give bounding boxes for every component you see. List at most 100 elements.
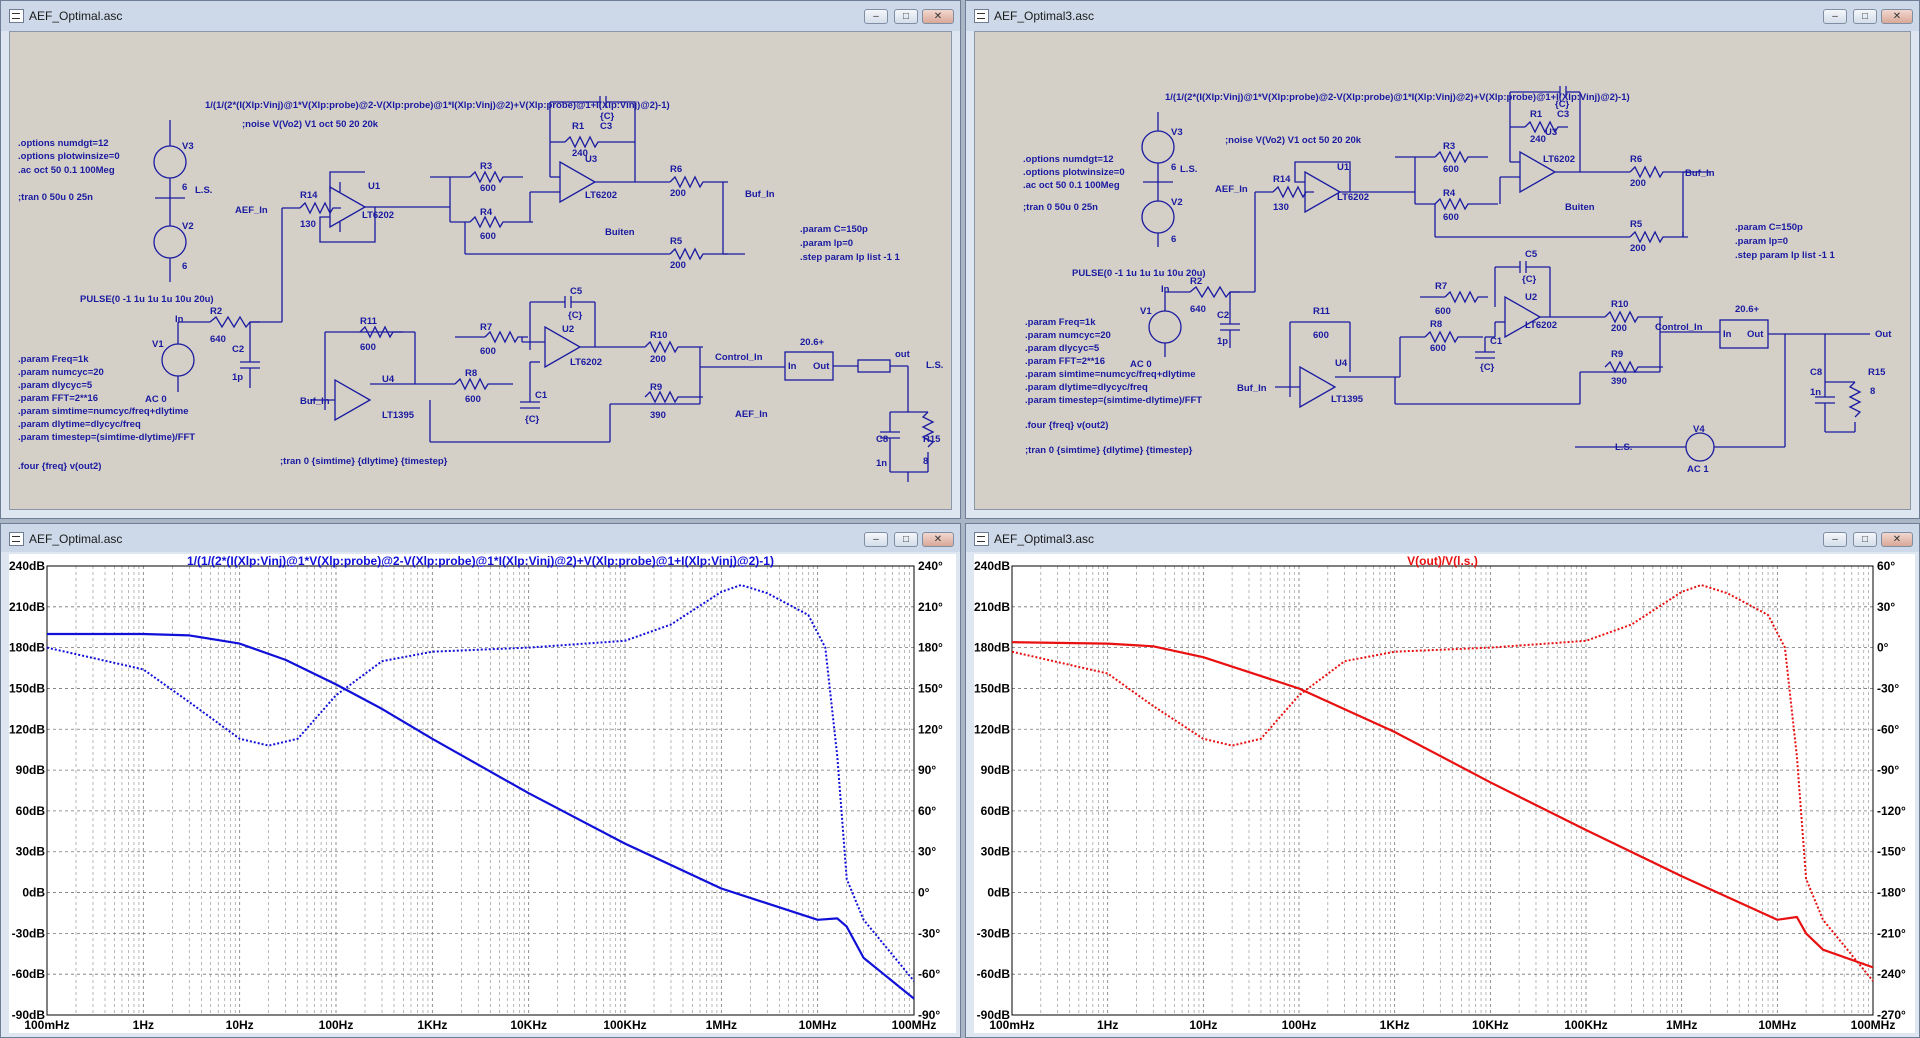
schematic-canvas[interactable]: 1/(1/(2*(I(Xlp:Vinj)@1*V(Xlp:probe)@2-V(… <box>974 31 1911 510</box>
x-tick-label: 10KHz <box>1472 1018 1509 1032</box>
schematic-drawing: 1/(1/(2*(I(Xlp:Vinj)@1*V(Xlp:probe)@2-V(… <box>1023 86 1892 475</box>
r8-value: 600 <box>465 394 481 405</box>
schematic-drawing: 1/(1/(2*(I(Xlp:Vinj)@1*V(Xlp:probe)@2-V(… <box>18 96 943 482</box>
param-line: .param numcyc=20 <box>18 367 104 378</box>
u4-part: LT1395 <box>382 410 415 421</box>
probe-expression: 1/(1/(2*(I(Xlp:Vinj)@1*V(Xlp:probe)@2-V(… <box>205 100 670 111</box>
r9-label: R9 <box>650 382 662 393</box>
ac-label: AC 0 <box>145 394 167 405</box>
x-tick-label: 100mHz <box>24 1018 69 1032</box>
close-button[interactable]: ✕ <box>1881 532 1913 547</box>
param-line: .step param lp list -1 1 <box>1735 250 1835 261</box>
c2-label: C2 <box>232 344 244 355</box>
x-tick-label: 100MHz <box>892 1018 937 1032</box>
magnitude-trace <box>47 632 915 1000</box>
maximize-button[interactable]: □ <box>1853 9 1877 24</box>
pulse-source: PULSE(0 -1 1u 1u 1u 10u 20u) <box>80 294 214 305</box>
r10-label: R10 <box>650 330 667 341</box>
u4-label: U4 <box>382 374 395 385</box>
net-aef-in: AEF_In <box>235 205 268 216</box>
y2-tick-label: -90° <box>1877 763 1899 777</box>
r14-label: R14 <box>1273 174 1291 185</box>
minimize-button[interactable]: – <box>864 9 888 24</box>
title-bar[interactable]: AEF_Optimal3.asc – □ ✕ <box>966 1 1919 31</box>
net-ls: L.S. <box>195 185 212 196</box>
y-tick-label: 150dB <box>974 681 1010 695</box>
option-line: .options numdgt=12 <box>1023 154 1114 165</box>
y2-tick-label: -210° <box>1877 926 1906 940</box>
y2-tick-label: 90° <box>918 763 936 777</box>
buiten-label: Buiten <box>605 227 635 238</box>
maximize-button[interactable]: □ <box>894 532 918 547</box>
title-bar[interactable]: AEF_Optimal.asc – □ ✕ <box>1 524 960 552</box>
x-tick-label: 1MHz <box>706 1018 737 1032</box>
y-tick-label: 0dB <box>22 886 45 900</box>
close-button[interactable]: ✕ <box>922 9 954 24</box>
x-tick-label: 100KHz <box>1564 1018 1607 1032</box>
ac-label: AC 0 <box>1130 359 1152 370</box>
bode-plot-1[interactable]: 100mHz 1Hz 10Hz 100Hz 1KHz 10KHz 100KHz 1MHz 10M… <box>9 554 956 1033</box>
r8-label: R8 <box>465 368 477 379</box>
schematic-app-icon <box>974 9 989 23</box>
y2-tick-label: 210° <box>918 600 943 614</box>
r5-value: 200 <box>1630 243 1646 254</box>
schematic-window-1[interactable]: AEF_Optimal.asc – □ ✕ <box>0 0 961 519</box>
r14-value: 130 <box>300 219 316 230</box>
param-line: .param timestep=(simtime-dlytime)/FFT <box>18 432 195 443</box>
plot-canvas[interactable]: 100mHz 1Hz 10Hz 100Hz 1KHz 10KHz 100KHz 1MHz 10M… <box>9 554 956 1033</box>
block-out-pin: Out <box>813 361 830 372</box>
block-in-pin: In <box>1723 329 1732 340</box>
c3-label: C3 <box>1557 109 1569 120</box>
y-tick-label: 210dB <box>9 600 45 614</box>
close-button[interactable]: ✕ <box>922 532 954 547</box>
plot-window-1[interactable]: AEF_Optimal.asc – □ ✕ 100mHz 1Hz 10Hz 100Hz… <box>0 523 961 1038</box>
r15-value: 8 <box>1870 386 1875 397</box>
y-tick-label: 120dB <box>974 722 1010 736</box>
net-aef-in: AEF_In <box>1215 184 1248 195</box>
y2-tick-label: -150° <box>1877 845 1906 859</box>
y2-tick-label: -30° <box>918 926 940 940</box>
param-line: .param lp=0 <box>1735 236 1788 247</box>
c8-label: C8 <box>876 434 888 445</box>
y-tick-label: 0dB <box>987 886 1010 900</box>
plot-canvas[interactable]: 100mHz 1Hz 10Hz 100Hz 1KHz 10KHz 100KHz 1MHz 10M… <box>974 554 1915 1033</box>
r4-value: 600 <box>1443 212 1459 223</box>
x-tick-label: 100Hz <box>1282 1018 1317 1032</box>
title-bar[interactable]: AEF_Optimal3.asc – □ ✕ <box>966 524 1919 552</box>
title-bar[interactable]: AEF_Optimal.asc – □ ✕ <box>1 1 960 31</box>
r9-value: 390 <box>1611 376 1627 387</box>
schematic-app-icon <box>9 9 24 23</box>
minimize-button[interactable]: – <box>1823 532 1847 547</box>
r7-value: 600 <box>1435 306 1451 317</box>
window-title: AEF_Optimal.asc <box>29 532 123 546</box>
r9-value: 390 <box>650 410 666 421</box>
schematic-window-2[interactable]: AEF_Optimal3.asc – □ ✕ <box>965 0 1920 519</box>
schematic-canvas[interactable]: 1/(1/(2*(I(Xlp:Vinj)@1*V(Xlp:probe)@2-V(… <box>9 31 952 510</box>
minimize-button[interactable]: – <box>1823 9 1847 24</box>
u2-label: U2 <box>562 324 574 335</box>
c2-value: 1p <box>232 372 243 383</box>
phase-trace <box>46 584 915 982</box>
y-tick-label: 60dB <box>16 804 46 818</box>
c3-label: C3 <box>600 121 612 132</box>
param-line: .param dlytime=dlycyc/freq <box>1025 382 1148 393</box>
r6-label: R6 <box>1630 154 1642 165</box>
y-tick-label: 180dB <box>974 641 1010 655</box>
tran-comment: ;tran 0 50u 0 25n <box>18 192 93 203</box>
c2-value: 1p <box>1217 336 1228 347</box>
bode-plot-2[interactable]: 100mHz 1Hz 10Hz 100Hz 1KHz 10KHz 100KHz 1MHz 10M… <box>974 554 1915 1033</box>
maximize-button[interactable]: □ <box>1853 532 1877 547</box>
block-out-pin: Out <box>1747 329 1764 340</box>
param-line: .param dlycyc=5 <box>1025 343 1100 354</box>
maximize-button[interactable]: □ <box>894 9 918 24</box>
close-button[interactable]: ✕ <box>1881 9 1913 24</box>
net-ls-2: L.S. <box>1615 442 1632 453</box>
v2-label: V2 <box>1171 197 1183 208</box>
param-line: .param simtime=numcyc/freq+dlytime <box>1025 369 1196 380</box>
x-tick-label: 1Hz <box>133 1018 154 1032</box>
minimize-button[interactable]: – <box>864 532 888 547</box>
c3-value: {C} <box>1555 99 1570 110</box>
option-line: .options plotwinsize=0 <box>1023 167 1125 178</box>
y-tick-label: 210dB <box>974 600 1010 614</box>
plot-window-2[interactable]: AEF_Optimal3.asc – □ ✕ 100mHz 1Hz 10Hz 100H… <box>965 523 1920 1038</box>
